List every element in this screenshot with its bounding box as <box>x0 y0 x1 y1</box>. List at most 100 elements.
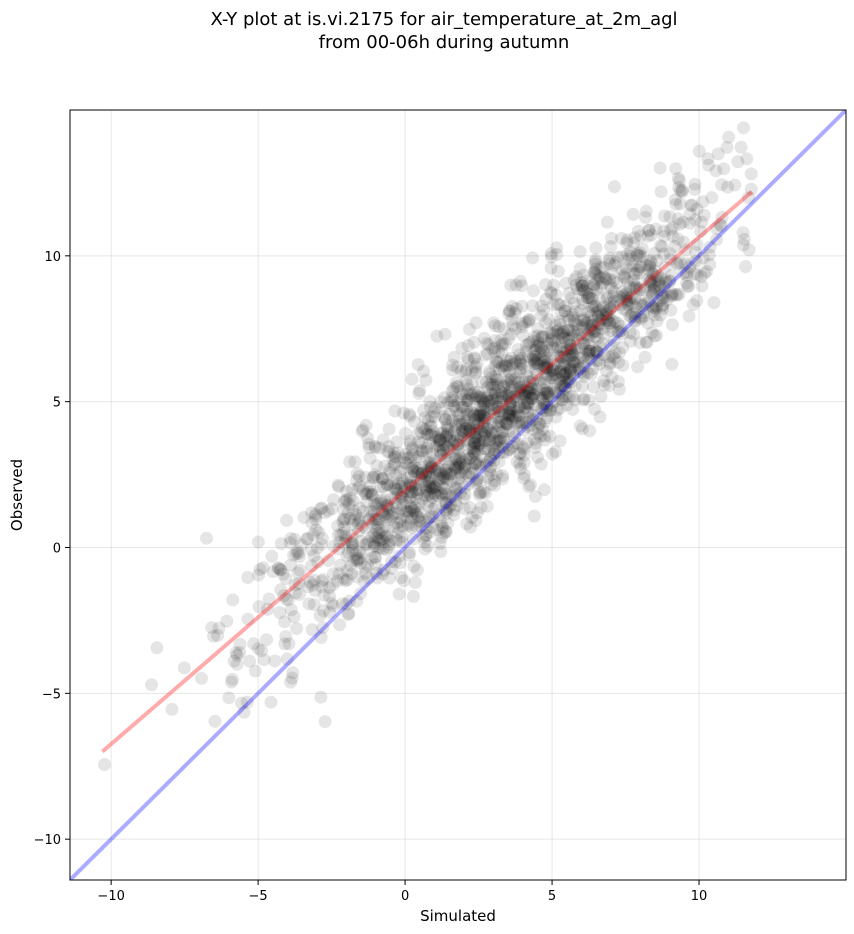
scatter-point <box>413 470 427 484</box>
scatter-point <box>371 541 385 554</box>
scatter-point <box>549 385 563 399</box>
scatter-point <box>620 261 633 275</box>
scatter-point <box>459 374 473 388</box>
scatter-point <box>566 330 580 344</box>
scatter-point <box>297 511 311 524</box>
scatter-point <box>460 394 474 408</box>
scatter-point <box>315 580 328 594</box>
scatter-point <box>651 269 665 283</box>
scatter-point <box>503 398 517 411</box>
scatter-point <box>435 488 449 502</box>
scatter-point <box>431 489 445 503</box>
scatter-point <box>400 510 414 524</box>
scatter-point <box>227 654 241 668</box>
scatter-point <box>482 443 496 457</box>
scatter-point <box>515 357 529 371</box>
scatter-point <box>489 334 503 347</box>
scatter-point <box>498 337 512 351</box>
scatter-point <box>605 281 619 295</box>
scatter-point <box>316 572 330 586</box>
scatter-point <box>377 508 391 522</box>
scatter-point <box>534 341 548 355</box>
scatter-point <box>396 498 410 512</box>
scatter-point <box>526 299 540 313</box>
scatter-point <box>380 478 394 492</box>
scatter-point <box>573 245 587 259</box>
scatter-point <box>383 534 397 548</box>
scatter-point <box>424 470 438 484</box>
scatter-point <box>503 304 517 318</box>
scatter-point <box>243 654 257 668</box>
scatter-point <box>544 325 558 339</box>
scatter-point <box>554 306 568 320</box>
scatter-point <box>524 478 537 492</box>
scatter-point <box>485 426 499 439</box>
scatter-point <box>478 442 492 456</box>
scatter-point <box>553 298 567 312</box>
scatter-point <box>628 314 642 328</box>
scatter-point <box>376 472 390 486</box>
scatter-point <box>680 268 693 282</box>
scatter-point <box>513 380 527 394</box>
scatter-point <box>345 482 359 496</box>
scatter-point <box>561 323 574 337</box>
scatter-point <box>458 487 472 501</box>
scatter-point <box>590 305 604 319</box>
scatter-point <box>495 386 509 400</box>
scatter-point <box>537 330 551 344</box>
scatter-point <box>568 379 582 393</box>
scatter-point <box>406 448 420 462</box>
scatter-point <box>470 506 484 520</box>
scatter-point <box>552 327 566 341</box>
scatter-point <box>550 247 564 261</box>
scatter-point <box>338 512 351 526</box>
scatter-point <box>625 307 639 321</box>
scatter-point <box>440 452 454 466</box>
scatter-point <box>350 552 364 566</box>
scatter-point <box>278 637 292 651</box>
scatter-point <box>612 293 626 307</box>
scatter-point <box>460 407 474 421</box>
scatter-point <box>621 297 635 311</box>
scatter-point <box>539 386 553 400</box>
scatter-point <box>543 326 557 340</box>
scatter-point <box>532 337 546 351</box>
scatter-point <box>547 382 561 396</box>
scatter-point <box>336 597 349 611</box>
scatter-point <box>469 457 482 471</box>
scatter-point <box>277 589 291 603</box>
scatter-point <box>418 469 432 483</box>
scatter-point <box>635 312 649 326</box>
scatter-point <box>461 448 475 462</box>
scatter-point <box>623 280 637 294</box>
scatter-point <box>447 434 461 448</box>
scatter-point <box>362 512 376 526</box>
scatter-point <box>438 438 452 452</box>
scatter-point <box>486 380 499 394</box>
scatter-point <box>454 392 468 406</box>
scatter-point <box>537 397 551 411</box>
scatter-point <box>436 469 450 483</box>
scatter-point <box>357 575 371 588</box>
scatter-point <box>495 360 509 373</box>
scatter-point <box>603 316 617 330</box>
scatter-point <box>385 509 399 523</box>
scatter-point <box>408 576 422 589</box>
scatter-point <box>332 567 346 581</box>
scatter-point <box>607 299 621 313</box>
scatter-points <box>98 121 758 771</box>
scatter-point <box>253 563 267 576</box>
scatter-point <box>571 333 585 347</box>
scatter-point <box>628 310 642 324</box>
scatter-point <box>553 318 567 331</box>
scatter-point <box>497 408 511 421</box>
scatter-point <box>527 357 541 371</box>
scatter-point <box>517 456 531 470</box>
scatter-point <box>564 365 578 379</box>
scatter-point <box>574 365 588 379</box>
scatter-point <box>359 418 373 432</box>
scatter-point <box>538 415 552 429</box>
scatter-point <box>565 291 579 305</box>
scatter-point <box>582 287 596 301</box>
scatter-point <box>556 325 570 339</box>
